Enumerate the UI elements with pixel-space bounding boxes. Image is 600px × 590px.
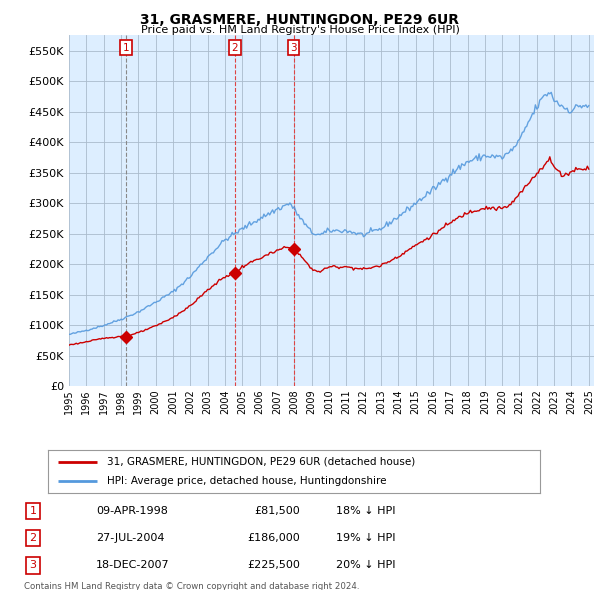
Text: 31, GRASMERE, HUNTINGDON, PE29 6UR (detached house): 31, GRASMERE, HUNTINGDON, PE29 6UR (deta… [107, 457, 415, 467]
Text: £186,000: £186,000 [247, 533, 300, 543]
Text: 19% ↓ HPI: 19% ↓ HPI [336, 533, 395, 543]
Text: 27-JUL-2004: 27-JUL-2004 [96, 533, 164, 543]
Text: 1: 1 [122, 42, 129, 53]
Text: Price paid vs. HM Land Registry's House Price Index (HPI): Price paid vs. HM Land Registry's House … [140, 25, 460, 35]
Text: 2: 2 [29, 533, 37, 543]
Text: 18% ↓ HPI: 18% ↓ HPI [336, 506, 395, 516]
Text: Contains HM Land Registry data © Crown copyright and database right 2024.: Contains HM Land Registry data © Crown c… [24, 582, 359, 590]
Text: 3: 3 [29, 560, 37, 570]
Text: 20% ↓ HPI: 20% ↓ HPI [336, 560, 395, 570]
Text: 18-DEC-2007: 18-DEC-2007 [96, 560, 170, 570]
Text: £225,500: £225,500 [247, 560, 300, 570]
Text: £81,500: £81,500 [254, 506, 300, 516]
Text: 1: 1 [29, 506, 37, 516]
Text: 2: 2 [232, 42, 238, 53]
Text: 3: 3 [290, 42, 297, 53]
Text: 09-APR-1998: 09-APR-1998 [96, 506, 168, 516]
Text: 31, GRASMERE, HUNTINGDON, PE29 6UR: 31, GRASMERE, HUNTINGDON, PE29 6UR [140, 13, 460, 27]
Text: HPI: Average price, detached house, Huntingdonshire: HPI: Average price, detached house, Hunt… [107, 476, 386, 486]
